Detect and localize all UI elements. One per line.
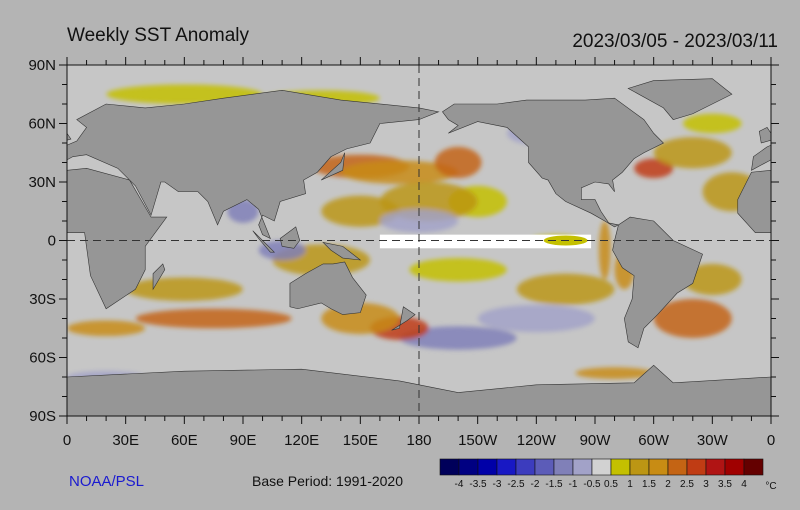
lat-tick-label: 30S [29, 291, 56, 308]
colorbar-label: 3 [703, 479, 709, 490]
lon-tick-label: 120E [284, 432, 319, 449]
anomaly-patch [653, 299, 732, 338]
colorbar-swatch [629, 458, 650, 476]
land-mass [252, 230, 276, 253]
lon-tick-label: 90E [230, 432, 257, 449]
colorbar-swatch [496, 458, 517, 476]
lat-tick-label: 60N [28, 116, 56, 133]
anomaly-patch [135, 308, 292, 329]
anomaly-patch [125, 277, 243, 301]
lon-tick-label: 90W [580, 432, 612, 449]
anomaly-patch [340, 160, 458, 184]
anomaly-patch [477, 304, 595, 333]
land-mass [612, 216, 703, 349]
lat-tick-label: 30N [28, 174, 56, 191]
lon-tick-label: 30W [697, 432, 729, 449]
colorbar-label: -1 [569, 479, 578, 490]
base-period-label: Base Period: 1991-2020 [252, 473, 403, 489]
anomaly-patch [434, 146, 482, 179]
anomaly-patch [67, 320, 146, 337]
colorbar-swatch [686, 458, 707, 476]
land-mass [627, 78, 733, 120]
colorbar-swatch [515, 458, 536, 476]
date-range: 2023/03/05 - 2023/03/11 [572, 31, 778, 52]
land-mass [67, 90, 440, 240]
colorbar-swatch [724, 458, 745, 476]
missing-data-region [379, 234, 592, 249]
land-mass [391, 306, 416, 331]
land-mass [152, 263, 166, 291]
colorbar-label: -1.5 [545, 479, 563, 490]
lon-tick-label: 60W [638, 432, 670, 449]
colorbar-swatch [477, 458, 498, 476]
colorbar-swatch [534, 458, 555, 476]
anomaly-patch [409, 258, 507, 282]
anomaly-patch [683, 263, 742, 296]
colorbar-swatch [591, 458, 612, 476]
lat-tick-label: 90S [29, 408, 56, 425]
land-mass [737, 169, 771, 233]
land-mass [0, 79, 28, 120]
land-mass [322, 241, 362, 261]
anomaly-patch [575, 367, 654, 379]
lon-tick-label: 0 [63, 432, 71, 449]
anomaly-patch [634, 158, 674, 179]
colorbar-swatch [667, 458, 688, 476]
land-mass [67, 132, 72, 141]
lat-tick-label: 0 [48, 233, 56, 250]
colorbar-label: -0.5 [583, 479, 601, 490]
anomaly-patch [598, 221, 611, 280]
colorbar-swatch [648, 458, 669, 476]
colorbar-swatch [439, 458, 460, 476]
colorbar-label: 4 [741, 479, 747, 490]
colorbar-swatch [458, 458, 479, 476]
map-title: Weekly SST Anomaly [67, 25, 249, 46]
colorbar-swatch [610, 458, 631, 476]
anomaly-patch [516, 273, 615, 305]
colorbar-swatch [743, 458, 764, 476]
lat-tick-label: 90N [28, 57, 56, 74]
lat-tick-label: 60S [29, 350, 56, 367]
colorbar-label: 1 [627, 479, 633, 490]
lon-tick-label: 120W [517, 432, 557, 449]
colorbar-label: 1.5 [642, 479, 656, 490]
colorbar-label: 2.5 [680, 479, 694, 490]
colorbar-label: 2 [665, 479, 671, 490]
colorbar-unit: °C [765, 481, 776, 492]
colorbar-swatch [553, 458, 574, 476]
lon-tick-label: 180 [406, 432, 431, 449]
anomaly-patch [653, 137, 732, 169]
land-mass [321, 152, 345, 181]
anomaly-patch [683, 113, 742, 134]
colorbar-label: -2.5 [507, 479, 525, 490]
anomaly-patch [399, 326, 517, 350]
credit-label: NOAA/PSL [69, 473, 145, 490]
colorbar-label: -3 [493, 479, 502, 490]
lon-tick-label: 60E [171, 432, 198, 449]
colorbar-label: 3.5 [718, 479, 732, 490]
lon-tick-label: 30E [112, 432, 139, 449]
land-mass [289, 261, 367, 315]
lon-tick-label: 150E [343, 432, 378, 449]
lon-tick-label: 150W [458, 432, 498, 449]
land-mass [770, 376, 771, 416]
land-mass [442, 97, 664, 228]
land-mass [758, 127, 771, 144]
lon-tick-label: 0 [767, 432, 775, 449]
colorbar-swatch [705, 458, 726, 476]
land-mass [279, 226, 301, 249]
colorbar-label: -2 [531, 479, 540, 490]
anomaly-patch [321, 195, 400, 227]
colorbar-swatch [572, 458, 593, 476]
land-mass [751, 144, 771, 171]
colorbar-label: -4 [455, 479, 464, 490]
colorbar-label: -3.5 [469, 479, 487, 490]
land-mass [67, 168, 168, 310]
colorbar-label: 0.5 [604, 479, 618, 490]
